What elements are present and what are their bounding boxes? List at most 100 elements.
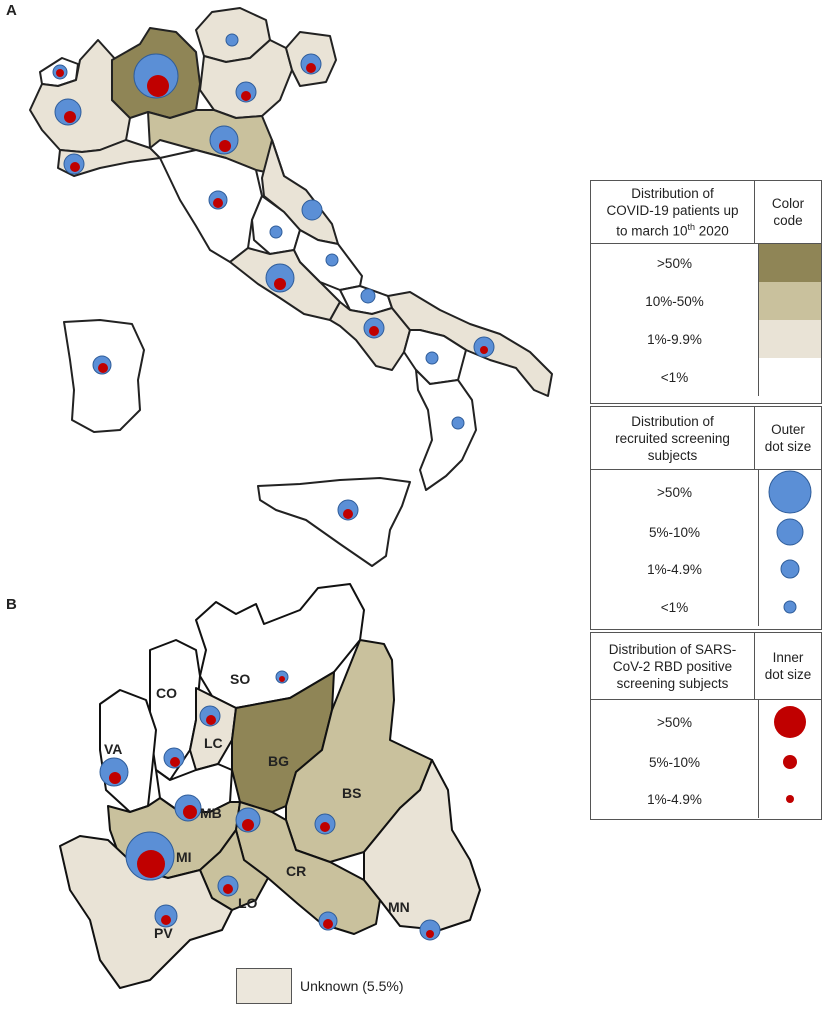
legend-color-code-line1: Color <box>771 196 805 211</box>
legend-inner-code-line1: Inner <box>772 650 804 665</box>
italy-outer-dot <box>425 351 439 365</box>
legend-outer-code-title: Outer dot size <box>755 407 821 469</box>
legend-color-header: Distribution of COVID-19 patients up to … <box>591 181 821 244</box>
italy-inner-dot <box>306 63 316 73</box>
italy-inner-dot <box>241 91 251 101</box>
legend-outer-title-line1: Distribution of <box>631 413 714 429</box>
legend-inner-dot-gt50 <box>759 700 821 744</box>
lombardy-outer-dot <box>99 757 129 787</box>
legend-outer-label: 1%-4.9% <box>591 550 759 588</box>
italy-outer-dot <box>301 199 323 221</box>
legend-color-swatch-lt1 <box>759 358 821 396</box>
legend-inner-label: 1%-4.9% <box>591 780 759 818</box>
legend-outer-row: >50% <box>591 470 821 514</box>
legend-inner-title-line1: Distribution of SARS- <box>608 641 737 657</box>
italy-inner-dot <box>56 69 64 77</box>
legend-color-label: <1% <box>591 358 759 396</box>
lombardy-inner-dot <box>426 930 434 938</box>
legend-inner-row: >50% <box>591 700 821 744</box>
italy-outer-dot <box>209 125 239 155</box>
legend-inner-title-line2: CoV-2 RBD positive <box>612 658 733 674</box>
legend-outer-row: 5%-10% <box>591 514 821 550</box>
legend-color-code: Distribution of COVID-19 patients up to … <box>590 180 822 404</box>
lombardy-inner-dot <box>279 676 285 682</box>
legend-inner-code-line2: dot size <box>764 667 812 682</box>
label-bg: BG <box>268 753 289 769</box>
label-lo: LO <box>238 895 258 911</box>
unknown-swatch <box>236 968 292 1004</box>
label-bs: BS <box>342 785 361 801</box>
legend-inner-row: 1%-4.9% <box>591 780 821 818</box>
legend-outer-row: 1%-4.9% <box>591 550 821 588</box>
legend-outer-title-line2: recruited screening <box>615 430 730 446</box>
legend-inner-label: >50% <box>591 700 759 744</box>
legend-color-title-line2: COVID-19 patients up <box>606 202 739 218</box>
legend-outer-code-line2: dot size <box>764 439 812 454</box>
region-sardegna <box>63 319 145 433</box>
italy-inner-dot <box>343 509 353 519</box>
italy-inner-dot <box>98 363 108 373</box>
italy-outer-dot <box>451 416 465 430</box>
label-mb: MB <box>200 805 222 821</box>
unknown-legend: Unknown (5.5%) <box>236 968 404 1004</box>
italy-inner-dot <box>274 278 286 290</box>
legend-inner-dot-5-10 <box>759 744 821 780</box>
legend-color-title-year: 2020 <box>695 223 729 239</box>
italy-outer-dot <box>269 225 283 239</box>
legend-color-swatch-gt50 <box>759 244 821 282</box>
lombardy-inner-dot <box>170 757 180 767</box>
legend-outer-dot-lt1 <box>759 588 821 626</box>
legend-outer-dot-1-4 <box>759 550 821 588</box>
label-lc: LC <box>204 735 223 751</box>
label-co: CO <box>156 685 177 701</box>
legend-color-row: 10%-50% <box>591 282 821 320</box>
italy-inner-dot <box>219 140 231 152</box>
legend-color-swatch-10-50 <box>759 282 821 320</box>
legend-outer-dot-gt50 <box>759 470 821 514</box>
lombardy-inner-dot <box>109 772 121 784</box>
legend-color-code-title: Color code <box>755 181 821 243</box>
legend-outer-dot: Distribution of recruited screening subj… <box>590 406 822 630</box>
label-so: SO <box>230 671 250 687</box>
legend-outer-dot-5-10 <box>759 514 821 550</box>
legend-color-code-line2: code <box>773 213 803 228</box>
label-va: VA <box>104 741 122 757</box>
legend-color-title-line1: Distribution of <box>631 185 714 201</box>
label-mi: MI <box>176 849 192 865</box>
lombardy-inner-dot <box>206 715 216 725</box>
lombardy-inner-dot <box>242 819 254 831</box>
legend-color-title-sup: th <box>687 221 695 232</box>
label-pv: PV <box>154 925 173 941</box>
legend-inner-code-title: Inner dot size <box>755 633 821 699</box>
lombardy-dots <box>99 670 441 941</box>
legend-outer-label: 5%-10% <box>591 514 759 550</box>
province-so <box>195 583 365 709</box>
legend-outer-header: Distribution of recruited screening subj… <box>591 407 821 470</box>
label-cr: CR <box>286 863 306 879</box>
italy-inner-dot <box>64 111 76 123</box>
legend-color-label: 10%-50% <box>591 282 759 320</box>
legend-outer-title-line3: subjects <box>647 447 698 463</box>
legend-color-title-line3: to march 10th 2020 <box>606 219 738 240</box>
region-calabria <box>415 369 477 491</box>
italy-inner-dot <box>369 326 379 336</box>
lombardy-inner-dot <box>183 805 197 819</box>
legend-inner-label: 5%-10% <box>591 744 759 780</box>
lombardy-inner-dot <box>161 915 171 925</box>
legend-color-title-date: to march 10 <box>616 223 688 239</box>
italy-outer-dot <box>225 33 239 47</box>
lombardy-inner-dot <box>320 822 330 832</box>
legend-outer-title: Distribution of recruited screening subj… <box>591 407 755 469</box>
legend-color-label: 1%-9.9% <box>591 320 759 358</box>
legend-color-row: >50% <box>591 244 821 282</box>
legend-inner-row: 5%-10% <box>591 744 821 780</box>
italy-dots <box>52 33 495 521</box>
italy-inner-dot <box>213 198 223 208</box>
legend-color-label: >50% <box>591 244 759 282</box>
legend-inner-title-line3: screening subjects <box>616 675 729 691</box>
legend-outer-label: <1% <box>591 588 759 626</box>
legend-outer-label: >50% <box>591 470 759 514</box>
legend-inner-header: Distribution of SARS- CoV-2 RBD positive… <box>591 633 821 700</box>
legend-outer-row: <1% <box>591 588 821 626</box>
lombardy-map: SO CO LC VA BG MB BS MI CR LO PV MN <box>59 583 481 989</box>
